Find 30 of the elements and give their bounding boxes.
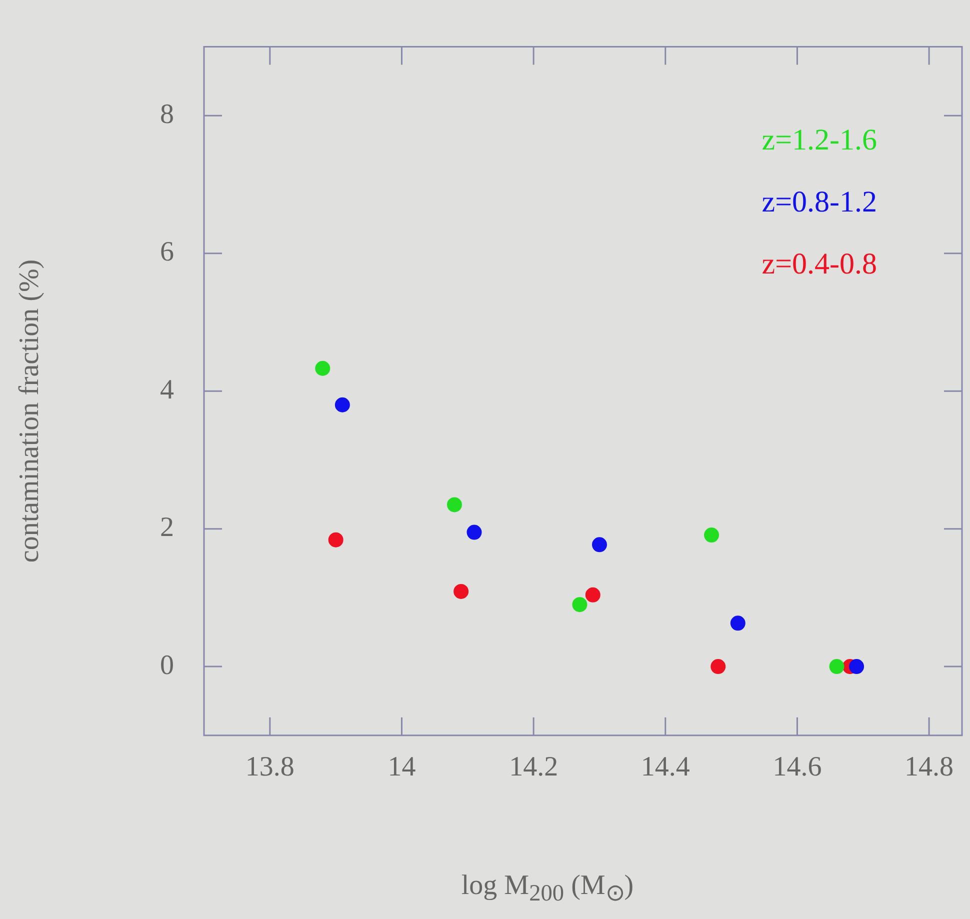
- text: z=1.2-1.6: [762, 124, 877, 157]
- x-tick-label: 14.2: [509, 752, 558, 783]
- y-tick-label: 8: [160, 99, 174, 130]
- y-tick-label: 6: [160, 236, 174, 268]
- y-tick-label: 2: [160, 512, 174, 544]
- point: [730, 616, 746, 631]
- x-tick-label: 14.8: [904, 752, 954, 783]
- y-axis-title: contamination fraction (%): [14, 258, 46, 565]
- text: z=0.8-1.2: [762, 186, 877, 219]
- point: [704, 528, 720, 543]
- point: [572, 597, 588, 612]
- point: [328, 532, 344, 548]
- x-tick-label: 14: [388, 752, 416, 783]
- x-tick-label: 13.8: [245, 752, 294, 783]
- point: [315, 360, 330, 376]
- point: [592, 537, 607, 552]
- x-tick-label: 14.4: [640, 752, 690, 783]
- point: [446, 497, 462, 512]
- point: [849, 659, 864, 674]
- point: [710, 659, 726, 674]
- y-tick-label: 4: [160, 374, 174, 406]
- y-tick-label: 0: [160, 650, 174, 681]
- text: z=0.4-0.8: [762, 248, 877, 281]
- point: [334, 397, 350, 412]
- point: [829, 659, 844, 674]
- x-axis-title: log M$_{200}$ (M$_{⊙}$): [460, 870, 635, 908]
- point: [454, 584, 469, 599]
- point: [585, 587, 600, 602]
- x-tick-label: 14.6: [772, 752, 822, 783]
- point: [466, 524, 482, 540]
